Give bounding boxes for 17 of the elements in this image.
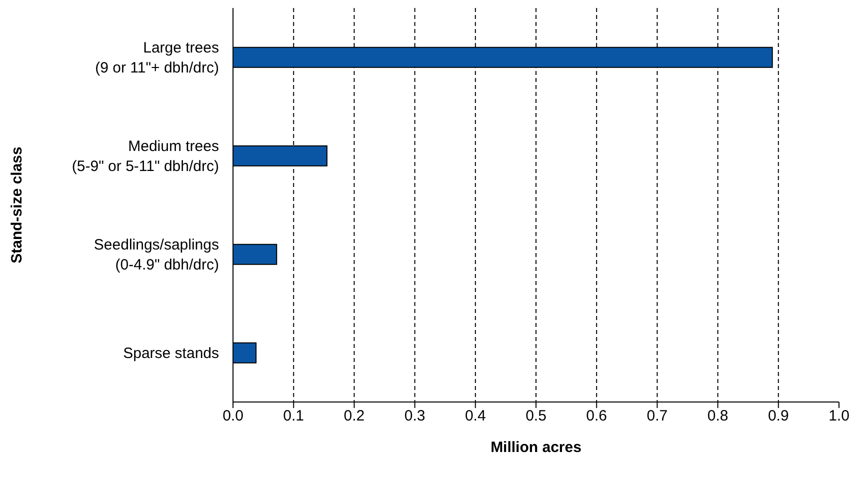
x-tick-label: 0.8 — [707, 408, 728, 425]
x-axis-title: Million acres — [490, 439, 582, 456]
x-tick-label: 0.0 — [222, 408, 244, 425]
x-tick-label: 0.4 — [464, 408, 486, 425]
x-tick-label: 0.3 — [404, 408, 426, 425]
y-tick-label: Sparse stands — [123, 344, 219, 362]
x-tick-label: 0.2 — [344, 408, 365, 425]
x-tick-label: 0.5 — [526, 408, 546, 425]
y-axis-title: Stand-size class — [8, 146, 26, 264]
x-tick-label: 0.1 — [283, 408, 304, 425]
y-tick-label: Large trees (9 or 11"+ dbh/drc) — [95, 39, 219, 76]
x-tick-label: 0.6 — [586, 408, 608, 425]
y-tick-label: Seedlings/saplings (0-4.9" dbh/drc) — [94, 236, 219, 274]
x-tick-label: 0.9 — [768, 408, 789, 425]
x-tick-label: 1.0 — [828, 408, 850, 425]
x-tick-label: 0.7 — [646, 408, 668, 425]
y-tick-label: Medium trees (5-9" or 5-11" dbh/drc) — [72, 138, 219, 175]
